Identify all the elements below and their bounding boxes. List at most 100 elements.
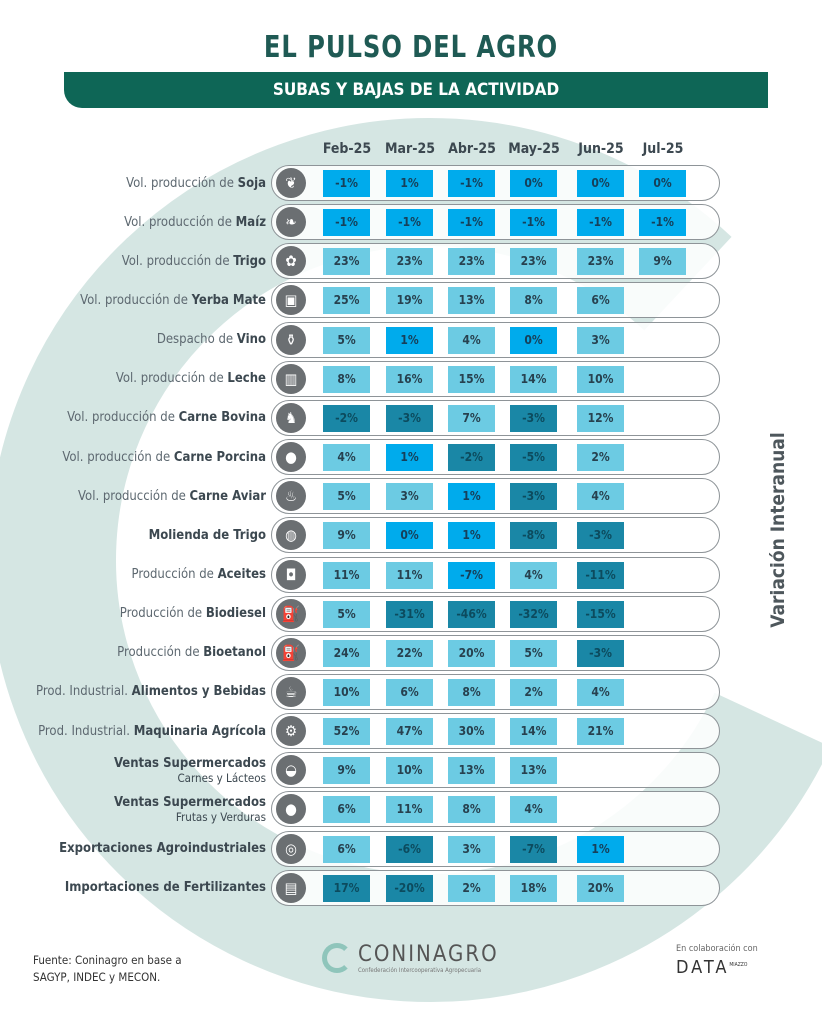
biodiesel-icon: ⛽ bbox=[276, 598, 306, 629]
value-cell: -46% bbox=[448, 600, 495, 628]
value-cell: 8% bbox=[448, 678, 495, 706]
value-cell: 8% bbox=[323, 365, 370, 393]
value-cell: -1% bbox=[510, 209, 557, 237]
row-label-main: Prod. Industrial. Alimentos y Bebidas bbox=[36, 684, 266, 699]
yerba-package-icon: ▣ bbox=[276, 285, 306, 316]
row-label-main: Vol. producción de Soja bbox=[126, 176, 266, 191]
value-cell: 18% bbox=[510, 874, 557, 902]
row-label: Producción de Bioetanol bbox=[117, 634, 266, 672]
value-cell: 20% bbox=[448, 639, 495, 667]
value-cell: -11% bbox=[577, 561, 624, 589]
value-cell: 0% bbox=[510, 326, 557, 354]
row-label-main: Vol. producción de Carne Porcina bbox=[62, 450, 266, 465]
value-cell: 13% bbox=[448, 757, 495, 785]
value-cell: 23% bbox=[323, 248, 370, 276]
value-cell: -20% bbox=[386, 874, 433, 902]
label-bold: Importaciones de Fertilizantes bbox=[64, 880, 266, 896]
data-logo-sup: MIAZZO bbox=[729, 962, 748, 968]
row-label-main: Producción de Bioetanol bbox=[117, 645, 266, 660]
label-prefix: Producción de bbox=[117, 645, 204, 661]
label-prefix: Vol. producción de bbox=[121, 253, 234, 269]
subtitle-band: SUBAS Y BAJAS DE LA ACTIVIDAD bbox=[64, 72, 768, 108]
indicator-row: Prod. Industrial. Maquinaria Agrícola ⚙ 52… bbox=[0, 712, 822, 750]
value-cell: 0% bbox=[510, 170, 557, 197]
value-cell: -3% bbox=[510, 404, 557, 432]
value-cell: 16% bbox=[386, 365, 433, 393]
label-prefix: Vol. producción de bbox=[62, 449, 174, 465]
value-cell: 0% bbox=[639, 170, 686, 197]
indicator-row: Despacho de Vino ⚱ 5% 1% 4% 0% 3% bbox=[0, 321, 822, 359]
label-bold: Biodiesel bbox=[205, 606, 266, 622]
indicator-row: Vol. producción de Trigo ✿ 23% 23% 23% 23% 23%… bbox=[0, 242, 822, 280]
coninagro-logo-icon bbox=[322, 943, 352, 973]
label-prefix: Despacho de bbox=[156, 332, 237, 348]
value-cell: 6% bbox=[323, 835, 370, 863]
row-label-main: Vol. producción de Maíz bbox=[124, 215, 266, 230]
label-prefix: Vol. producción de bbox=[80, 292, 192, 308]
data-logo-text: DATA bbox=[676, 957, 730, 978]
value-cell: -7% bbox=[448, 561, 495, 589]
value-cell: -7% bbox=[510, 835, 557, 863]
indicator-row: Importaciones de Fertilizantes ▤ 17% -20% 2%… bbox=[0, 869, 822, 907]
month-header: May-25 bbox=[508, 141, 560, 157]
row-label: Vol. producción de Carne Aviar bbox=[78, 477, 266, 515]
value-cell: -3% bbox=[510, 483, 557, 511]
data-miazzo-logo: DATAMIAZZO bbox=[676, 957, 747, 978]
value-cell: -1% bbox=[639, 209, 686, 237]
value-cell: 4% bbox=[510, 561, 557, 589]
value-cell: 20% bbox=[577, 874, 624, 902]
value-cell: 3% bbox=[577, 326, 624, 354]
label-bold: Leche bbox=[227, 371, 266, 387]
value-cell: 5% bbox=[323, 483, 370, 511]
row-label-main: Vol. producción de Carne Aviar bbox=[78, 489, 266, 504]
label-bold: Yerba Mate bbox=[191, 292, 266, 308]
row-label: Exportaciones Agroindustriales bbox=[59, 830, 266, 868]
oil-can-icon: ◘ bbox=[276, 559, 306, 590]
label-bold: Soja bbox=[237, 175, 266, 191]
value-cell: 9% bbox=[323, 757, 370, 785]
row-label-main: Importaciones de Fertilizantes bbox=[65, 880, 266, 895]
label-bold: Ventas Supermercados bbox=[113, 755, 266, 771]
logo-tagline: Confederación Intercooperativa Agropecua… bbox=[358, 967, 482, 974]
row-label: Molienda de Trigo bbox=[149, 516, 266, 554]
logo-name: CONINAGRO bbox=[358, 942, 499, 967]
label-sub: Carnes y Lácteos bbox=[177, 770, 266, 785]
value-cell: 2% bbox=[448, 874, 495, 902]
indicator-row: Producción de Biodiesel ⛽ 5% -31% -46% -32% -1… bbox=[0, 595, 822, 633]
row-label: Prod. Industrial. Alimentos y Bebidas bbox=[36, 673, 266, 711]
value-cell: -31% bbox=[386, 600, 433, 628]
value-cell: 2% bbox=[577, 444, 624, 472]
indicator-row: Vol. producción de Carne Bovina ♞ -2% -3% 7%… bbox=[0, 399, 822, 437]
value-cell: 21% bbox=[577, 718, 624, 746]
value-cell: 52% bbox=[323, 718, 370, 746]
value-cell: 5% bbox=[510, 639, 557, 667]
label-bold: Alimentos y Bebidas bbox=[131, 684, 266, 700]
indicator-row: Ventas Supermercados Carnes y Lácteos ◒ 9% 1… bbox=[0, 751, 822, 789]
value-cell: 10% bbox=[577, 365, 624, 393]
label-bold: Maíz bbox=[235, 214, 266, 230]
value-cell: -1% bbox=[448, 209, 495, 237]
value-cell: 4% bbox=[323, 444, 370, 472]
row-label-main: Vol. producción de Carne Bovina bbox=[67, 410, 266, 425]
label-bold: Carne Bovina bbox=[178, 410, 266, 426]
value-cell: 25% bbox=[323, 287, 370, 315]
value-cell: 0% bbox=[577, 170, 624, 197]
indicator-row: Exportaciones Agroindustriales ◎ 6% -6% 3% -7… bbox=[0, 830, 822, 868]
value-cell: -32% bbox=[510, 600, 557, 628]
apple-icon: ● bbox=[276, 794, 306, 825]
row-label-main: Despacho de Vino bbox=[157, 332, 266, 347]
value-cell: -1% bbox=[386, 209, 433, 237]
label-bold: Trigo bbox=[233, 253, 266, 269]
value-cell: 11% bbox=[386, 561, 433, 589]
tractor-icon: ⚙ bbox=[276, 716, 306, 747]
row-label: Importaciones de Fertilizantes bbox=[65, 869, 266, 907]
value-cell: -8% bbox=[510, 522, 557, 550]
value-cell: 10% bbox=[386, 757, 433, 785]
value-cell: 0% bbox=[386, 522, 433, 550]
value-cell: 14% bbox=[510, 365, 557, 393]
value-cell: -15% bbox=[577, 600, 624, 628]
row-label-main: Producción de Aceites bbox=[132, 567, 267, 582]
value-cell: 13% bbox=[448, 287, 495, 315]
row-label: Producción de Aceites bbox=[132, 556, 267, 594]
value-cell: 4% bbox=[448, 326, 495, 354]
